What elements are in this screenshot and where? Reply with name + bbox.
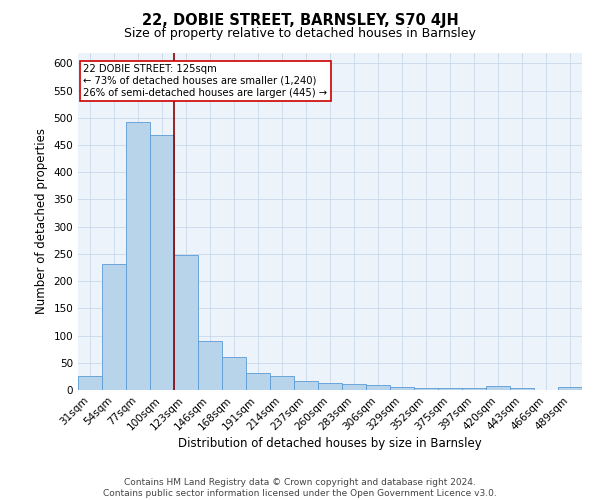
Bar [414, 388, 438, 390]
Bar [510, 388, 534, 390]
Bar [150, 135, 174, 390]
Bar [174, 255, 198, 390]
Bar [102, 264, 126, 390]
Text: Contains HM Land Registry data © Crown copyright and database right 2024.
Contai: Contains HM Land Registry data © Crown c… [103, 478, 497, 498]
Bar [270, 376, 294, 390]
Bar [222, 357, 246, 390]
Bar [486, 386, 510, 390]
Bar [366, 385, 390, 390]
Bar [438, 388, 462, 390]
Bar [246, 372, 270, 390]
Bar [294, 382, 318, 390]
Bar [558, 388, 582, 390]
Text: 22 DOBIE STREET: 125sqm
← 73% of detached houses are smaller (1,240)
26% of semi: 22 DOBIE STREET: 125sqm ← 73% of detache… [83, 64, 327, 98]
Bar [318, 384, 342, 390]
Bar [78, 376, 102, 390]
Bar [198, 341, 222, 390]
Text: 22, DOBIE STREET, BARNSLEY, S70 4JH: 22, DOBIE STREET, BARNSLEY, S70 4JH [142, 12, 458, 28]
Bar [390, 388, 414, 390]
Y-axis label: Number of detached properties: Number of detached properties [35, 128, 48, 314]
Bar [462, 388, 486, 390]
Text: Size of property relative to detached houses in Barnsley: Size of property relative to detached ho… [124, 28, 476, 40]
Bar [126, 122, 150, 390]
Bar [342, 384, 366, 390]
X-axis label: Distribution of detached houses by size in Barnsley: Distribution of detached houses by size … [178, 438, 482, 450]
